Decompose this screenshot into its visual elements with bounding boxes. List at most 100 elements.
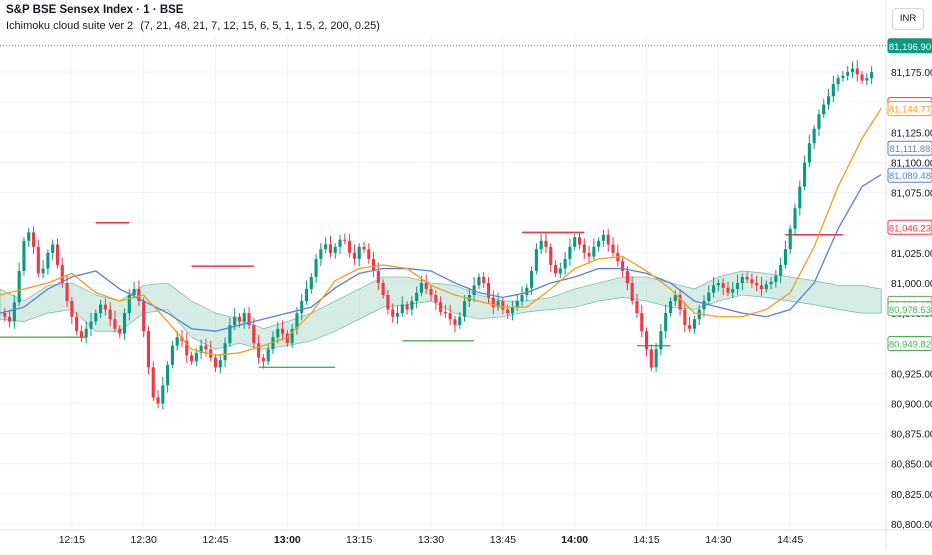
x-tick-label: 13:45 [490, 534, 516, 546]
candle-body [290, 328, 294, 344]
candle-body [65, 283, 69, 302]
price-label-box [887, 38, 932, 54]
candle-body [534, 249, 538, 271]
price-label-text: 81,144.77 [889, 105, 931, 116]
candle-body [218, 360, 222, 368]
indicator-legend[interactable]: Ichimoku cloud suite ver 2 (7, 21, 48, 2… [6, 20, 380, 32]
candle-body [688, 325, 692, 329]
candle-body [3, 313, 7, 317]
candle-body [630, 283, 634, 302]
candle-body [386, 295, 390, 310]
candle-body [367, 249, 371, 259]
candle-body [170, 345, 174, 365]
candle-body [213, 357, 218, 368]
candle-body [161, 385, 165, 404]
candle-body [563, 258, 567, 269]
candle-body [836, 78, 840, 85]
candle-body [252, 325, 256, 344]
candle-body [266, 349, 270, 362]
candle-body [142, 301, 146, 332]
candle-body [793, 208, 797, 229]
candle-body [841, 75, 845, 79]
price-label-text: 81,111.88 [890, 144, 931, 155]
candle-body [611, 244, 615, 253]
candle-body [735, 283, 740, 290]
candle-body [151, 367, 155, 398]
candle-body [27, 232, 31, 241]
candle-body [448, 313, 452, 320]
price-axis-bg [886, 0, 932, 550]
candle-body [309, 276, 313, 290]
candle-body [8, 316, 12, 322]
candle-body [247, 313, 251, 326]
candle-body [362, 246, 366, 250]
candle-body [391, 309, 395, 317]
candle-body [587, 252, 591, 257]
candle-body [812, 128, 816, 144]
candle-body [798, 186, 802, 209]
candle-body [678, 295, 682, 310]
candle-body [46, 252, 50, 269]
candle-body [228, 325, 232, 344]
candle-body [60, 264, 64, 283]
candle-body [453, 319, 457, 326]
candle-body [783, 249, 787, 265]
candle-body [338, 239, 342, 247]
x-tick-label: 12:45 [202, 534, 228, 546]
candle-body [549, 246, 553, 265]
candle-body [712, 285, 716, 293]
candle-body [601, 234, 605, 241]
candle-body [223, 343, 227, 361]
candle-body [156, 397, 160, 404]
candle-body [99, 304, 103, 314]
candle-body [850, 68, 855, 73]
candle-body [606, 234, 610, 245]
candle-body [410, 301, 414, 310]
x-tick-label: 13:15 [346, 534, 372, 546]
candle-body [108, 309, 112, 320]
candle-body [175, 337, 179, 346]
candle-body [870, 72, 874, 79]
candle-body [826, 96, 831, 105]
candle-body [281, 328, 285, 334]
x-tick-label: 13:30 [418, 534, 444, 546]
candle-body [539, 240, 543, 250]
candle-body [89, 321, 93, 329]
candle-body [328, 244, 333, 253]
candle-body [515, 301, 519, 308]
x-tick-label: 12:30 [131, 534, 157, 546]
y-tick-label: 80,825.00 [891, 490, 932, 501]
y-tick-label: 81,025.00 [891, 249, 932, 260]
candle-body [664, 313, 668, 332]
candle-body [755, 283, 759, 286]
candle-body [118, 328, 122, 334]
candle-body [357, 246, 361, 259]
price-label-box [887, 140, 932, 156]
candle-body [36, 246, 40, 274]
candle-body [381, 283, 385, 296]
candle-body [237, 316, 242, 322]
candle-body [635, 301, 639, 314]
candle-body [788, 228, 792, 250]
candle-body [462, 301, 467, 317]
candle-body [352, 252, 356, 259]
candle-body [491, 297, 495, 308]
candle-body [582, 244, 586, 253]
currency-badge[interactable]: INR [892, 8, 924, 30]
candle-body [94, 313, 98, 322]
candle-body [372, 258, 376, 271]
candle-body [194, 352, 198, 362]
candle-body [319, 249, 323, 259]
candle-body [597, 240, 601, 247]
candle-body [520, 295, 524, 302]
candle-body [860, 74, 864, 81]
candle-body [190, 355, 194, 362]
x-tick-label: 13:00 [274, 534, 301, 546]
candle-body [146, 331, 151, 368]
candle-body [510, 307, 514, 314]
y-tick-label: 80,925.00 [891, 369, 932, 380]
blue-baseline [0, 174, 882, 332]
price-label-text: 80,949.82 [889, 339, 931, 350]
